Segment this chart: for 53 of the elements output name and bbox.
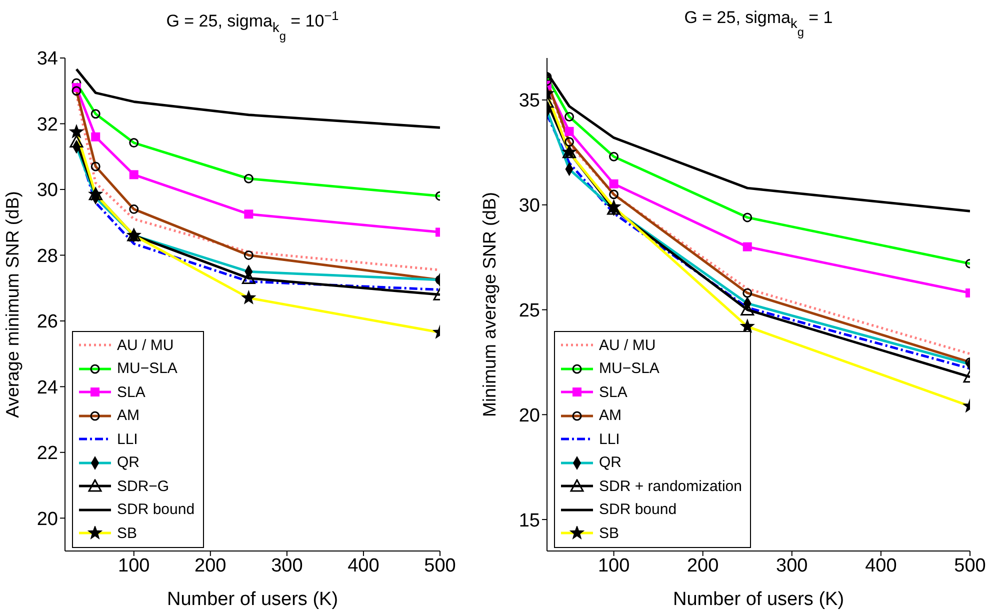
y-tick-label: 30 [36, 180, 58, 202]
legend-label: SDR + randomization [599, 478, 742, 495]
legend-label: QR [599, 454, 622, 472]
x-tick-label: 100 [118, 555, 150, 576]
legend-label: QR [117, 454, 140, 472]
x-tick-label: 100 [598, 555, 630, 576]
x-tick-label: 200 [194, 555, 226, 576]
x-axis-title: Number of users (K) [166, 589, 338, 610]
legend-label: AU / MU [117, 336, 174, 354]
y-tick-label: 35 [518, 90, 540, 112]
x-tick-label: 300 [776, 555, 808, 576]
legend-label: SDR bound [599, 501, 677, 518]
point [564, 126, 574, 136]
y-tick-label: 24 [36, 377, 58, 398]
x-tick-label: 500 [424, 555, 456, 576]
x-tick-label: 300 [271, 555, 303, 576]
y-tick-label: 28 [36, 246, 58, 267]
y-tick-label: 26 [36, 312, 58, 333]
point [70, 135, 84, 148]
x-tick-label: 400 [348, 555, 380, 576]
y-axis-title: Minimum average SNR (dB) [479, 192, 500, 418]
y-tick-label: 15 [518, 510, 540, 532]
point [91, 132, 100, 142]
y-tick-label: 22 [36, 443, 58, 464]
legend-label: LLI [117, 430, 138, 448]
x-tick-label: 500 [954, 555, 986, 576]
x-tick-label: 400 [865, 555, 897, 576]
y-tick-label: 20 [36, 508, 58, 530]
point [742, 242, 752, 252]
y-tick-label: 30 [518, 196, 540, 217]
legend-label: AM [117, 407, 140, 424]
legend-label: AM [599, 407, 622, 424]
legend-label: SB [599, 524, 620, 542]
point [609, 179, 618, 188]
line-series [75, 68, 440, 129]
y-axis-title: Average minimum SNR (dB) [2, 191, 22, 418]
legend-label: SB [117, 524, 138, 542]
x-axis-title: Number of users (K) [672, 589, 844, 610]
legend-label: SLA [117, 384, 146, 401]
y-tick-label: 25 [518, 300, 540, 322]
point [129, 170, 138, 180]
legend-label: MU−SLA [599, 360, 660, 378]
y-tick-label: 20 [518, 405, 540, 426]
legend-label: SDR−G [117, 478, 170, 495]
legend-label: SDR bound [117, 501, 195, 518]
y-tick-label: 32 [36, 114, 58, 136]
legend-label: AU / MU [599, 336, 656, 354]
legend-label: SLA [599, 384, 628, 401]
legend-label: LLI [599, 430, 620, 448]
point [244, 210, 254, 219]
legend-label: MU−SLA [117, 360, 178, 378]
y-tick-label: 34 [36, 48, 58, 70]
x-tick-label: 200 [686, 555, 719, 576]
